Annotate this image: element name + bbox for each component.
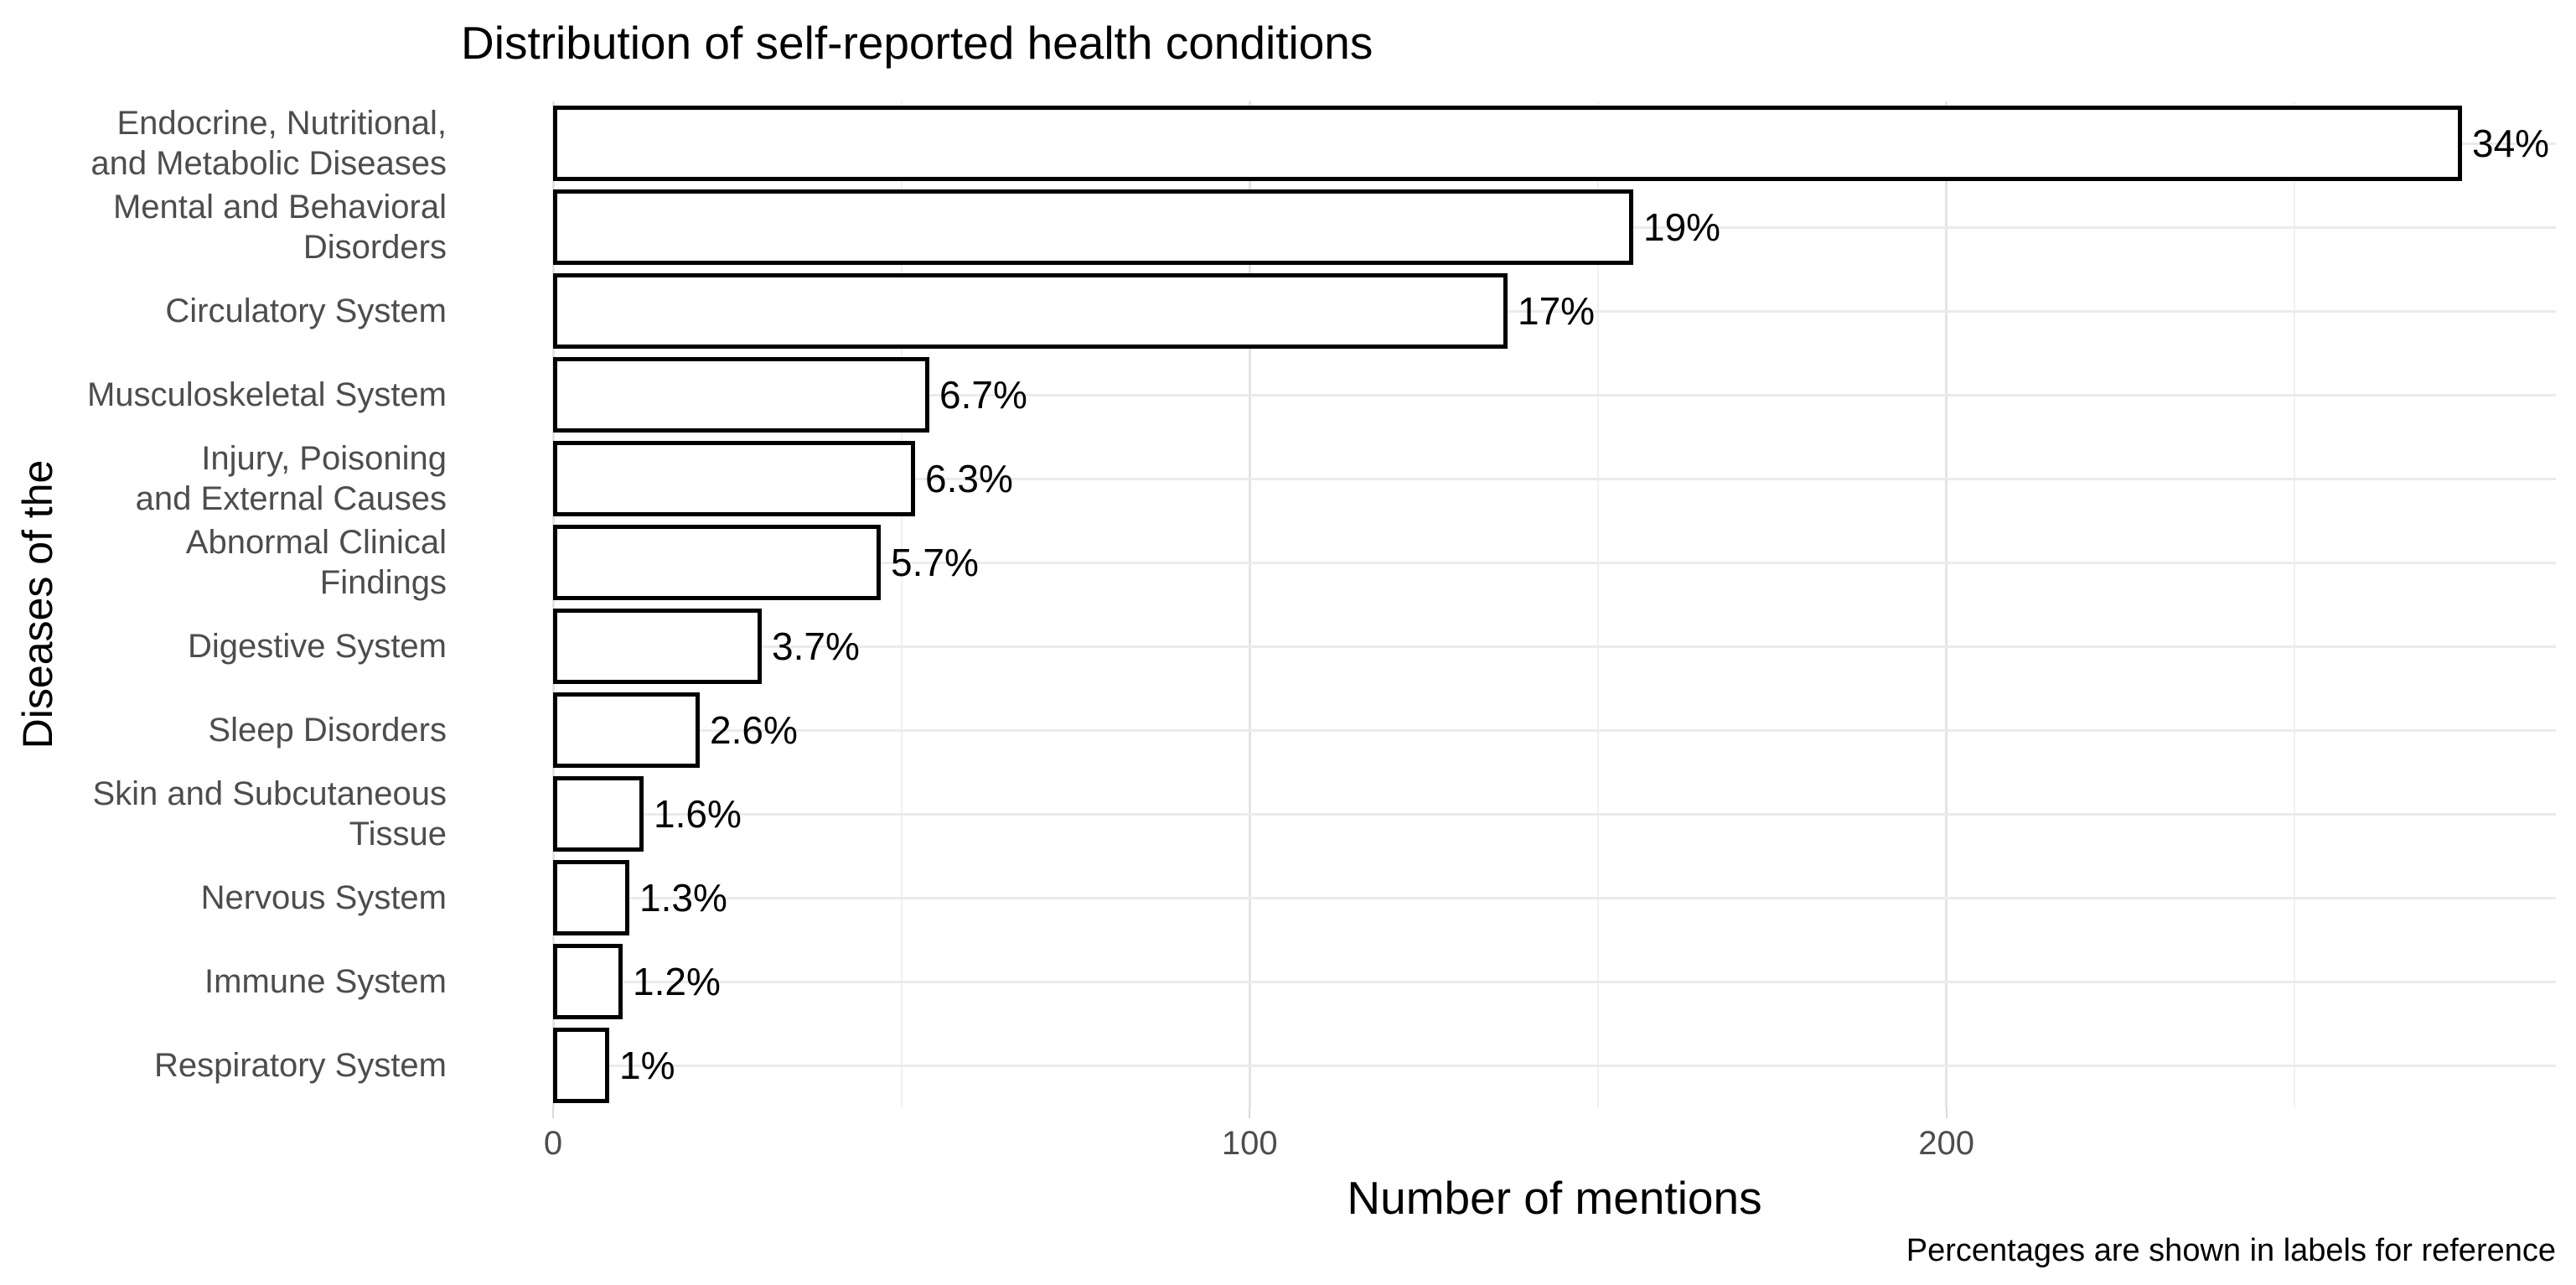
gridline-row [553,393,2556,396]
y-category-label: Skin and Subcutaneous Tissue [92,775,447,852]
bar [553,357,929,433]
y-category-label: Circulatory System [165,293,447,329]
x-tick-label: 100 [1221,1125,1278,1162]
bar [553,525,881,600]
y-category-label: Nervous System [200,879,447,916]
y-category-label: Sleep Disorders [208,712,447,749]
bar-value-label: 6.3% [925,457,1013,500]
bar-value-label: 2.6% [710,708,798,752]
chart-title: Distribution of self-reported health con… [461,17,1373,69]
gridline-row [553,728,2556,732]
bar [553,944,623,1019]
gridline-row [553,1064,2556,1067]
bar-value-label: 1.2% [633,960,721,1003]
gridline-minor-x-150 [1596,101,1599,1107]
gridline-row [553,980,2556,983]
y-category-label: Mental and Behavioral Disorders [112,189,447,266]
x-tick-label: 200 [1918,1125,1974,1162]
x-tick-label: 0 [543,1125,563,1162]
bar-value-label: 1.6% [654,792,742,836]
bar [553,692,700,768]
x-tick-mark [1249,1107,1251,1118]
chart-caption: Percentages are shown in labels for refe… [1906,1233,2556,1268]
bar-value-label: 6.7% [939,373,1027,417]
gridline-row [553,309,2556,313]
y-category-label: Injury, Poisoning and External Causes [135,440,447,517]
bar [553,776,644,852]
gridline-row [553,812,2556,816]
bar [553,273,1508,349]
y-category-label: Immune System [204,963,447,1000]
bar-value-label: 34% [2472,122,2550,165]
bar-value-label: 3.7% [772,624,860,668]
bar-value-label: 19% [1643,205,1721,249]
y-category-label: Digestive System [188,628,447,665]
bar-value-label: 1% [619,1044,675,1087]
bar [553,189,1633,265]
gridline-row [553,561,2556,564]
gridline-major-x-200 [1945,101,1948,1107]
gridline-row [553,896,2556,899]
x-tick-mark [552,1107,554,1118]
x-axis-title: Number of mentions [1347,1172,1762,1224]
y-category-label: Respiratory System [154,1047,447,1084]
gridline-minor-x-250 [2294,101,2296,1107]
gridline-major-x-100 [1248,101,1251,1107]
bar [553,860,629,935]
bar [553,1028,609,1103]
gridline-row [553,477,2556,480]
bar-value-label: 1.3% [639,876,727,920]
gridline-major-x-0 [551,101,555,1107]
bar [553,106,2462,181]
bar [553,441,915,516]
bar-value-label: 5.7% [891,541,979,584]
bar-value-label: 17% [1518,289,1596,333]
gridline-row [553,645,2556,648]
gridline-minor-x-50 [900,101,903,1107]
y-category-label: Abnormal Clinical Findings [185,524,447,601]
y-category-label: Musculoskeletal System [86,376,447,413]
y-category-label: Endocrine, Nutritional, and Metabolic Di… [91,105,447,182]
bar [553,609,762,684]
plot-panel: 34% 19% 17% 6.7% 6.3% 5.7% 3.7% 2.6% 1.6% 1.3% 1.2… [551,101,2556,1107]
x-tick-mark [1945,1107,1948,1118]
